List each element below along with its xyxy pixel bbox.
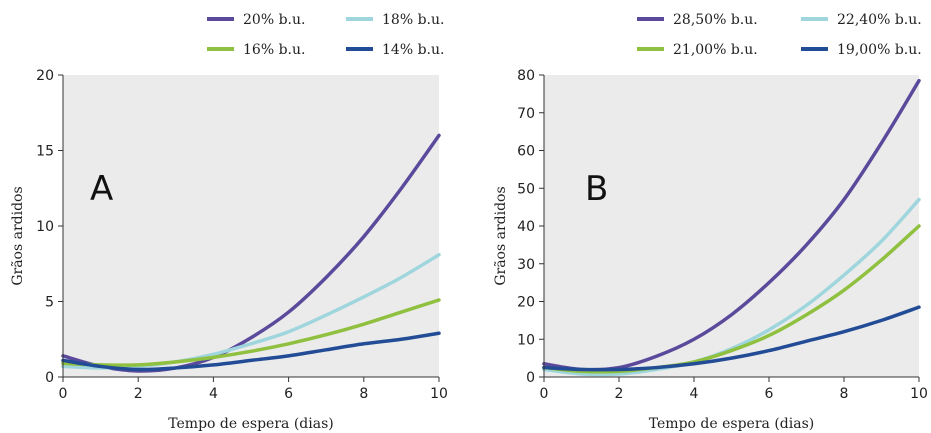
x-tick-label: 0 [540, 386, 549, 402]
y-tick-label: 5 [45, 295, 54, 311]
chart-panel-a: 0 2 4 6 8 10 0 5 10 15 20 Tempo de espera (dias) Grã… [10, 12, 448, 432]
series-line-2 [542, 197, 921, 377]
y-tick-label: 30 [517, 257, 535, 273]
x-tick-label: 8 [359, 386, 368, 402]
x-tick-label: 0 [59, 386, 68, 402]
panel-letter: A [90, 169, 113, 209]
legend-label-2: 22,40% b.u. [837, 12, 922, 28]
x-axis-title: Tempo de espera (dias) [649, 416, 814, 432]
legend-label-4: 14% b.u. [382, 42, 444, 58]
y-tick-label: 0 [526, 370, 535, 386]
series-line-4 [542, 305, 921, 372]
x-tick-label: 6 [765, 386, 774, 402]
y-tick-label: 60 [517, 144, 535, 160]
series-line-3 [542, 224, 921, 374]
y-tick-label: 20 [36, 68, 54, 84]
y-axis-title: Grãos ardidos [10, 186, 26, 285]
y-tick-label: 15 [36, 144, 54, 160]
series-line-4 [61, 331, 441, 372]
chart-panel-b: 0 2 4 6 8 10 0 10 20 30 40 50 60 70 80 Tempo de espera … [493, 12, 928, 432]
legend-label-1: 28,50% b.u. [673, 12, 758, 28]
x-tick-label: 6 [284, 386, 293, 402]
plot-area [63, 75, 439, 377]
x-tick-label: 8 [840, 386, 849, 402]
y-axis-title: Grãos ardidos [493, 186, 509, 285]
x-tick-label: 4 [690, 386, 699, 402]
x-tick-label: 10 [430, 386, 448, 402]
series-line-3 [61, 298, 441, 367]
y-tick-label: 10 [36, 219, 54, 235]
y-tick-label: 20 [517, 295, 535, 311]
legend-label-1: 20% b.u. [243, 12, 305, 28]
y-tick-label: 40 [517, 219, 535, 235]
legend-label-3: 21,00% b.u. [673, 42, 758, 58]
y-tick-label: 70 [517, 106, 535, 122]
y-tick-label: 10 [517, 332, 535, 348]
panel-letter: B [585, 169, 608, 209]
y-tick-label: 80 [517, 68, 535, 84]
x-axis-title: Tempo de espera (dias) [168, 416, 333, 432]
x-tick-label: 4 [209, 386, 218, 402]
x-tick-label: 2 [615, 386, 624, 402]
x-tick-label: 2 [134, 386, 143, 402]
series-line-2 [61, 252, 441, 370]
y-tick-label: 0 [45, 370, 54, 386]
y-tick-label: 50 [517, 181, 535, 197]
legend-label-2: 18% b.u. [382, 12, 444, 28]
x-tick-label: 10 [910, 386, 928, 402]
legend-label-3: 16% b.u. [243, 42, 305, 58]
plot-area [544, 75, 919, 377]
legend-label-4: 19,00% b.u. [837, 42, 922, 58]
